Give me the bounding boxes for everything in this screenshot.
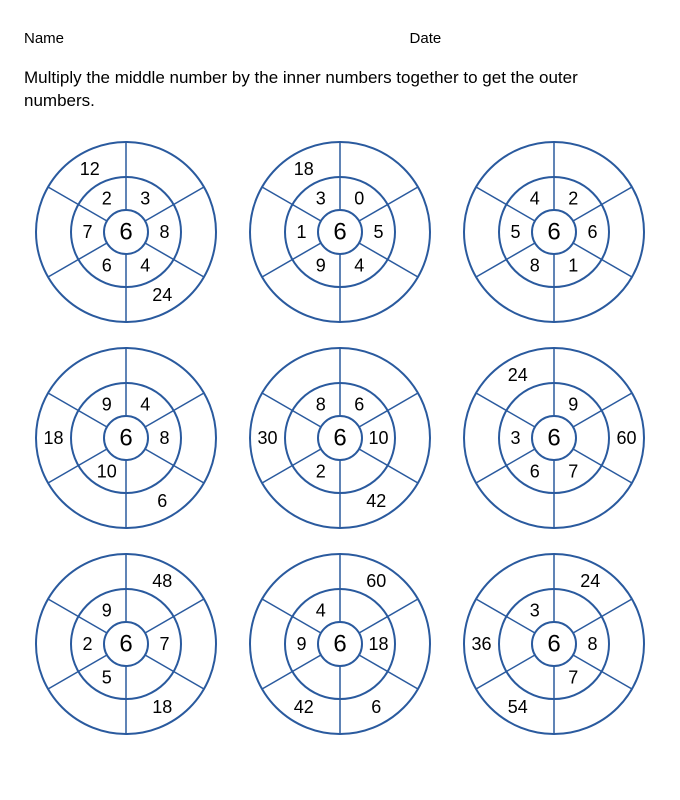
- inner-number: 2: [82, 634, 92, 654]
- inner-number: 2: [316, 461, 326, 481]
- center-number: 6: [119, 218, 132, 245]
- center-number: 6: [119, 630, 132, 657]
- inner-number: 8: [159, 428, 169, 448]
- inner-number: 8: [159, 222, 169, 242]
- outer-number: 60: [366, 571, 386, 591]
- outer-number: 18: [43, 428, 63, 448]
- inner-number: 3: [316, 189, 326, 209]
- outer-number: 54: [508, 697, 528, 717]
- inner-number: 9: [102, 601, 112, 621]
- outer-number: 24: [508, 365, 528, 385]
- name-label: Name: [24, 30, 410, 47]
- inner-number: 9: [102, 395, 112, 415]
- inner-number: 7: [568, 667, 578, 687]
- inner-number: 5: [102, 667, 112, 687]
- outer-number: 12: [80, 159, 100, 179]
- outer-number: 6: [371, 697, 381, 717]
- inner-number: 6: [530, 461, 540, 481]
- wheel: 6 60 18 6 42 94: [238, 549, 442, 739]
- inner-number: 4: [354, 255, 364, 275]
- inner-number: 3: [510, 428, 520, 448]
- wheel: 6610422308: [238, 343, 442, 533]
- worksheet-header: Name Date: [24, 30, 656, 47]
- inner-number: 3: [140, 189, 150, 209]
- outer-number: 30: [257, 428, 277, 448]
- inner-number: 9: [316, 255, 326, 275]
- inner-number: 9: [296, 634, 306, 654]
- wheel: 63842467212: [24, 137, 228, 327]
- wheel: 696076324: [452, 343, 656, 533]
- inner-number: 1: [568, 255, 578, 275]
- inner-number: 10: [368, 428, 388, 448]
- inner-number: 8: [587, 634, 597, 654]
- wheel: 6261 854: [452, 137, 656, 327]
- inner-number: 3: [530, 601, 540, 621]
- center-number: 6: [547, 424, 560, 451]
- center-number: 6: [333, 630, 346, 657]
- outer-number: 24: [152, 285, 172, 305]
- inner-number: 7: [159, 634, 169, 654]
- inner-number: 5: [373, 222, 383, 242]
- instructions-text: Multiply the middle number by the inner …: [24, 67, 656, 113]
- center-number: 6: [547, 630, 560, 657]
- outer-number: 60: [616, 428, 636, 448]
- inner-number: 5: [510, 222, 520, 242]
- inner-number: 4: [316, 601, 326, 621]
- center-number: 6: [119, 424, 132, 451]
- inner-number: 6: [354, 395, 364, 415]
- outer-number: 36: [471, 634, 491, 654]
- center-number: 6: [333, 424, 346, 451]
- inner-number: 4: [140, 255, 150, 275]
- wheel: 6054 91318: [238, 137, 442, 327]
- date-label: Date: [410, 30, 656, 47]
- inner-number: 6: [587, 222, 597, 242]
- outer-number: 24: [580, 571, 600, 591]
- wheel: 648610189: [24, 343, 228, 533]
- inner-number: 10: [97, 461, 117, 481]
- outer-number: 18: [152, 697, 172, 717]
- inner-number: 8: [530, 255, 540, 275]
- inner-number: 4: [530, 189, 540, 209]
- outer-number: 48: [152, 571, 172, 591]
- inner-number: 0: [354, 189, 364, 209]
- wheel: 6 48 7 18 529: [24, 549, 228, 739]
- inner-number: 7: [568, 461, 578, 481]
- outer-number: 42: [294, 697, 314, 717]
- inner-number: 18: [368, 634, 388, 654]
- inner-number: 8: [316, 395, 326, 415]
- center-number: 6: [547, 218, 560, 245]
- outer-number: 42: [366, 491, 386, 511]
- inner-number: 9: [568, 395, 578, 415]
- center-number: 6: [333, 218, 346, 245]
- inner-number: 7: [82, 222, 92, 242]
- wheel-grid: 6384246721260549131862618546486101896610…: [24, 137, 656, 739]
- inner-number: 6: [102, 255, 112, 275]
- outer-number: 18: [294, 159, 314, 179]
- inner-number: 1: [296, 222, 306, 242]
- wheel: 6 24 87 54 36 3: [452, 549, 656, 739]
- inner-number: 2: [568, 189, 578, 209]
- inner-number: 4: [140, 395, 150, 415]
- outer-number: 6: [157, 491, 167, 511]
- inner-number: 2: [102, 189, 112, 209]
